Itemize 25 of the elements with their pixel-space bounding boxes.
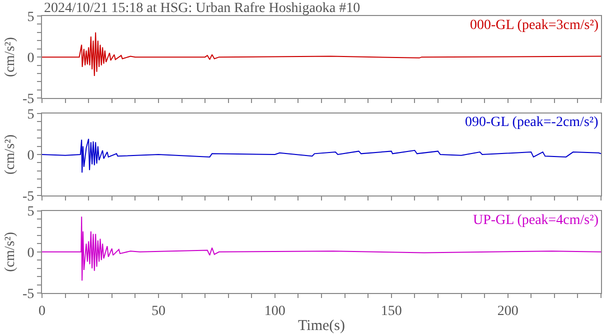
y-tick-label: 5: [27, 107, 34, 122]
y-tick-label: 0: [27, 148, 34, 164]
y-axis-title: (cm/s²): [3, 36, 18, 78]
x-tick-label: 50: [151, 304, 166, 319]
y-tick-label: -5: [22, 189, 34, 204]
annotation: 090-GL (peak=-2cm/s²): [465, 115, 599, 130]
x-axis-title: Time(s): [298, 318, 345, 334]
y-tick-label: 5: [27, 10, 34, 25]
x-tick-label: 200: [497, 304, 518, 319]
x-tick-label: 0: [38, 304, 46, 319]
y-tick-label: 0: [27, 50, 34, 66]
annotation: 000-GL (peak=3cm/s²): [470, 18, 599, 33]
line-series: [42, 32, 601, 76]
y-tick-label: -5: [22, 286, 34, 302]
x-tick-label: 100: [264, 304, 286, 319]
y-tick-label: 5: [27, 204, 34, 220]
y-tick-label: 0: [27, 246, 34, 261]
y-axis-title: (cm/s²): [3, 134, 18, 174]
annotation: UP-GL (peak=4cm/s²): [473, 213, 599, 228]
line-series: [42, 216, 601, 282]
chart-title: 2024/10/21 15:18 at HSG: Urban Rafre Hoshigaoka #10: [44, 1, 360, 16]
line-series: [42, 138, 601, 174]
y-tick-label: -5: [22, 92, 34, 108]
y-axis-title: (cm/s²): [3, 232, 18, 272]
x-tick-label: 150: [380, 304, 402, 319]
